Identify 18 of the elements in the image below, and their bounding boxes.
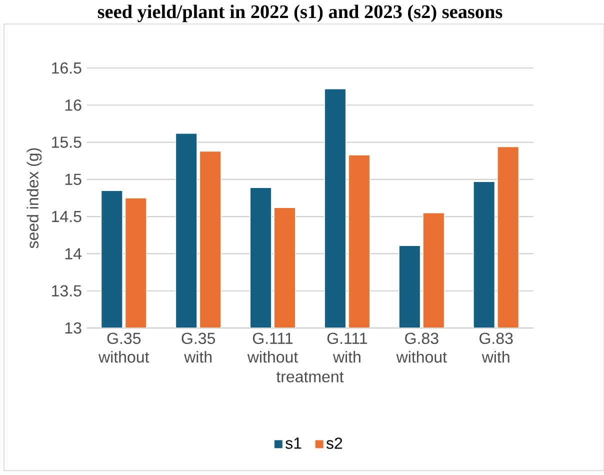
y-tick-label: 13.5: [52, 285, 82, 297]
y-tick-label: 16: [65, 100, 82, 111]
x-tick-label: G.83 without: [396, 332, 447, 363]
y-tick-label: 13: [65, 322, 82, 334]
y-tick-label: 14.5: [52, 211, 82, 222]
y-tick-label: 15: [65, 174, 82, 186]
x-tick-label: G.83 with: [480, 332, 513, 363]
legend-label: s2: [326, 438, 342, 450]
y-tick-label: 16.5: [52, 62, 82, 74]
x-tick-label: G.35 without: [98, 332, 150, 363]
x-tick-label: G.111 with: [327, 332, 368, 363]
y-axis-title: seed index (g): [26, 148, 42, 248]
x-tick-label: G.35 with: [182, 332, 215, 363]
legend-label: s1: [286, 438, 302, 449]
x-axis-title: treatment: [276, 372, 344, 383]
y-tick-label: 14: [65, 248, 82, 260]
chart-title: seed yield/plant in 2022 (s1) and 2023 (s2) seasons: [98, 4, 502, 22]
y-tick-label: 15.5: [52, 136, 82, 148]
